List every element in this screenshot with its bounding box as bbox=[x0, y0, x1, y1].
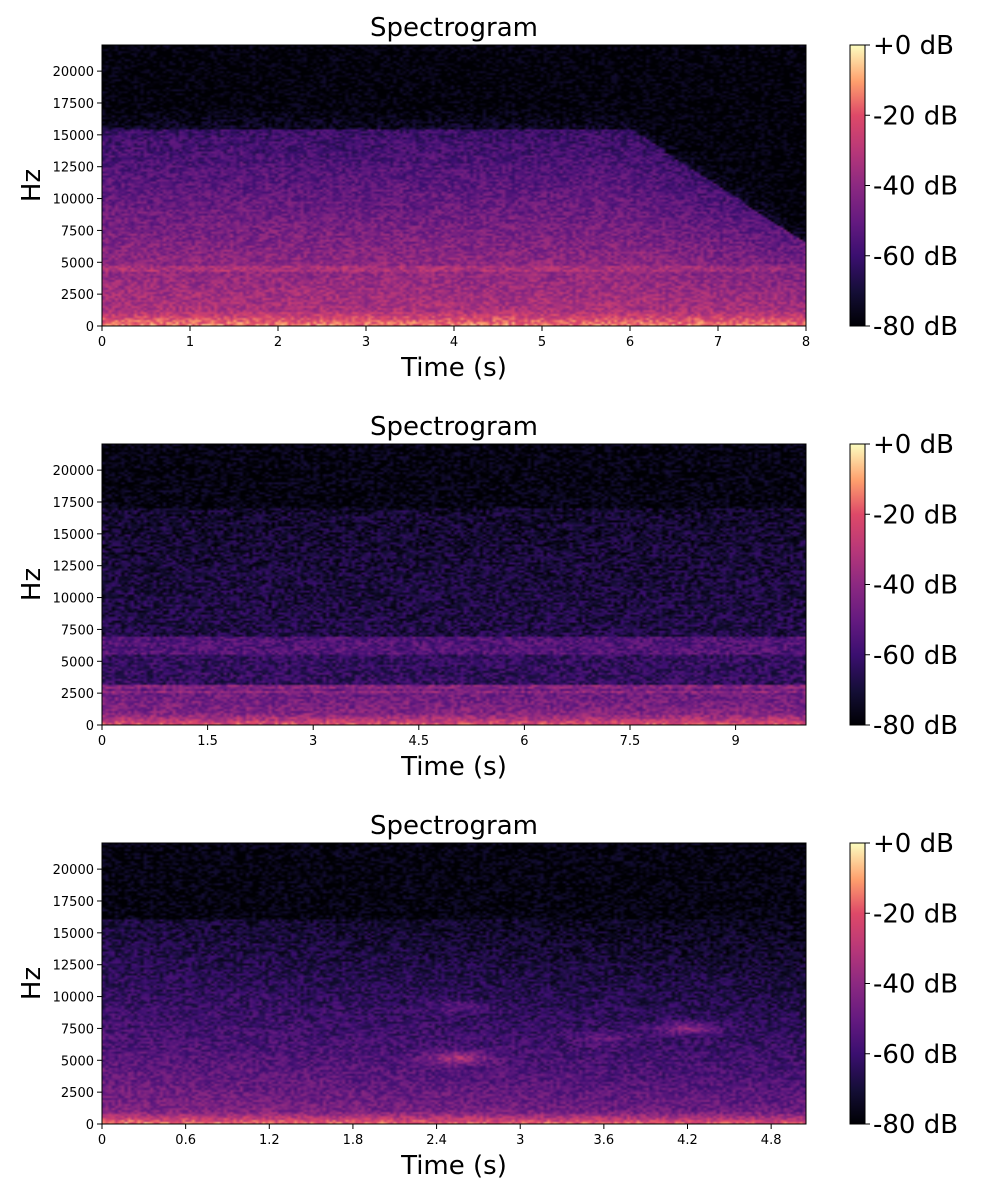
x-tick-label: 0 bbox=[98, 335, 106, 350]
y-tick-label: 20000 bbox=[53, 65, 94, 80]
y-tick-label: 0 bbox=[86, 719, 94, 734]
plot-frame bbox=[101, 443, 807, 726]
y-tick-label: 12500 bbox=[53, 560, 94, 575]
y-tick-label: 12500 bbox=[53, 959, 94, 974]
x-tick-label: 7 bbox=[714, 335, 722, 350]
spectrogram-panel: Spectrogram 0 1 2 3 4 5 6 7 8 0 2500 5000 7500 10000 12… bbox=[17, 13, 958, 383]
y-tick-label: 15000 bbox=[53, 129, 94, 144]
spectrogram-panel: Spectrogram 0 0.6 1.2 1.8 2.4 3 3.6 4.2 4.8 0 2500 5… bbox=[17, 811, 958, 1181]
colorbar-tick-label: -60 dB bbox=[873, 1040, 958, 1070]
x-tick-label: 4.2 bbox=[677, 1133, 698, 1148]
y-tick-label: 5000 bbox=[61, 1054, 94, 1069]
x-tick-label: 3 bbox=[309, 734, 317, 749]
colorbar-tick-label: -20 dB bbox=[873, 101, 958, 131]
y-tick-label: 2500 bbox=[61, 687, 94, 702]
y-tick-label: 7500 bbox=[61, 224, 94, 239]
chart-title: Spectrogram bbox=[370, 811, 538, 841]
x-tick-label: 3.6 bbox=[594, 1133, 615, 1148]
x-tick-label: 2.4 bbox=[426, 1133, 447, 1148]
y-tick-label: 10000 bbox=[53, 991, 94, 1006]
plot-frame bbox=[101, 842, 807, 1125]
y-tick-label: 0 bbox=[86, 1118, 94, 1133]
y-tick-label: 15000 bbox=[53, 528, 94, 543]
y-tick-label: 17500 bbox=[53, 97, 94, 112]
colorbar: +0 dB -20 dB -40 dB -60 dB -80 dB bbox=[849, 31, 958, 342]
colorbar-tick-label: -40 dB bbox=[873, 571, 958, 601]
spectrogram-heatmap bbox=[102, 843, 806, 1124]
x-tick-label: 1.2 bbox=[259, 1133, 280, 1148]
x-tick-label: 3 bbox=[516, 1133, 524, 1148]
colorbar-tick-label: -80 dB bbox=[873, 1110, 958, 1140]
y-tick-label: 20000 bbox=[53, 863, 94, 878]
colorbar-tick-label: -80 dB bbox=[873, 711, 958, 741]
y-tick-label: 5000 bbox=[61, 256, 94, 271]
y-tick-label: 10000 bbox=[53, 193, 94, 208]
x-axis-label: Time (s) bbox=[400, 1151, 507, 1181]
x-tick-label: 1.8 bbox=[343, 1133, 364, 1148]
colorbar-tick-label: -20 dB bbox=[873, 500, 958, 530]
colorbar: +0 dB -20 dB -40 dB -60 dB -80 dB bbox=[849, 430, 958, 741]
x-tick-label: 0.6 bbox=[175, 1133, 196, 1148]
x-tick-label: 7.5 bbox=[620, 734, 641, 749]
x-tick-label: 6 bbox=[520, 734, 528, 749]
y-tick-label: 5000 bbox=[61, 655, 94, 670]
x-tick-label: 0 bbox=[98, 1133, 106, 1148]
y-tick-label: 17500 bbox=[53, 496, 94, 511]
y-tick-label: 2500 bbox=[61, 1086, 94, 1101]
y-axis-label: Hz bbox=[17, 169, 47, 202]
x-tick-label: 3 bbox=[362, 335, 370, 350]
chart-title: Spectrogram bbox=[370, 412, 538, 442]
x-tick-label: 1.5 bbox=[197, 734, 218, 749]
colorbar-tick-label: +0 dB bbox=[873, 430, 954, 460]
y-axis-label: Hz bbox=[17, 568, 47, 601]
y-tick-label: 7500 bbox=[61, 623, 94, 638]
colorbar-tick-label: -80 dB bbox=[873, 312, 958, 342]
y-tick-label: 20000 bbox=[53, 464, 94, 479]
spectrogram-panel: Spectrogram 0 1.5 3 4.5 6 7.5 9 0 2500 5000 7500 100… bbox=[17, 412, 958, 782]
x-tick-label: 8 bbox=[802, 335, 810, 350]
spectrogram-heatmap bbox=[102, 45, 806, 326]
colorbar-tick-label: -60 dB bbox=[873, 242, 958, 272]
x-tick-label: 0 bbox=[98, 734, 106, 749]
x-tick-label: 4.8 bbox=[761, 1133, 782, 1148]
x-axis-label: Time (s) bbox=[400, 752, 507, 782]
chart-title: Spectrogram bbox=[370, 13, 538, 43]
y-tick-label: 0 bbox=[86, 320, 94, 335]
y-tick-label: 10000 bbox=[53, 592, 94, 607]
colorbar-tick-label: -40 dB bbox=[873, 970, 958, 1000]
x-tick-label: 2 bbox=[274, 335, 282, 350]
y-tick-label: 17500 bbox=[53, 895, 94, 910]
colorbar-tick-label: -40 dB bbox=[873, 172, 958, 202]
colorbar-gradient bbox=[849, 842, 866, 1125]
y-tick-label: 15000 bbox=[53, 927, 94, 942]
x-tick-label: 9 bbox=[731, 734, 739, 749]
colorbar-gradient bbox=[849, 443, 866, 726]
colorbar-gradient bbox=[849, 44, 866, 327]
colorbar-tick-label: -60 dB bbox=[873, 641, 958, 671]
colorbar-tick-label: -20 dB bbox=[873, 899, 958, 929]
y-tick-label: 7500 bbox=[61, 1022, 94, 1037]
colorbar-tick-label: +0 dB bbox=[873, 31, 954, 61]
x-tick-label: 6 bbox=[626, 335, 634, 350]
x-tick-label: 4.5 bbox=[408, 734, 429, 749]
x-tick-label: 5 bbox=[538, 335, 546, 350]
x-tick-label: 1 bbox=[186, 335, 194, 350]
y-axis-label: Hz bbox=[17, 967, 47, 1000]
colorbar-tick-label: +0 dB bbox=[873, 829, 954, 859]
y-tick-label: 12500 bbox=[53, 161, 94, 176]
x-tick-label: 4 bbox=[450, 335, 458, 350]
spectrogram-heatmap bbox=[102, 444, 806, 725]
x-axis-label: Time (s) bbox=[400, 353, 507, 383]
y-tick-label: 2500 bbox=[61, 288, 94, 303]
colorbar: +0 dB -20 dB -40 dB -60 dB -80 dB bbox=[849, 829, 958, 1140]
